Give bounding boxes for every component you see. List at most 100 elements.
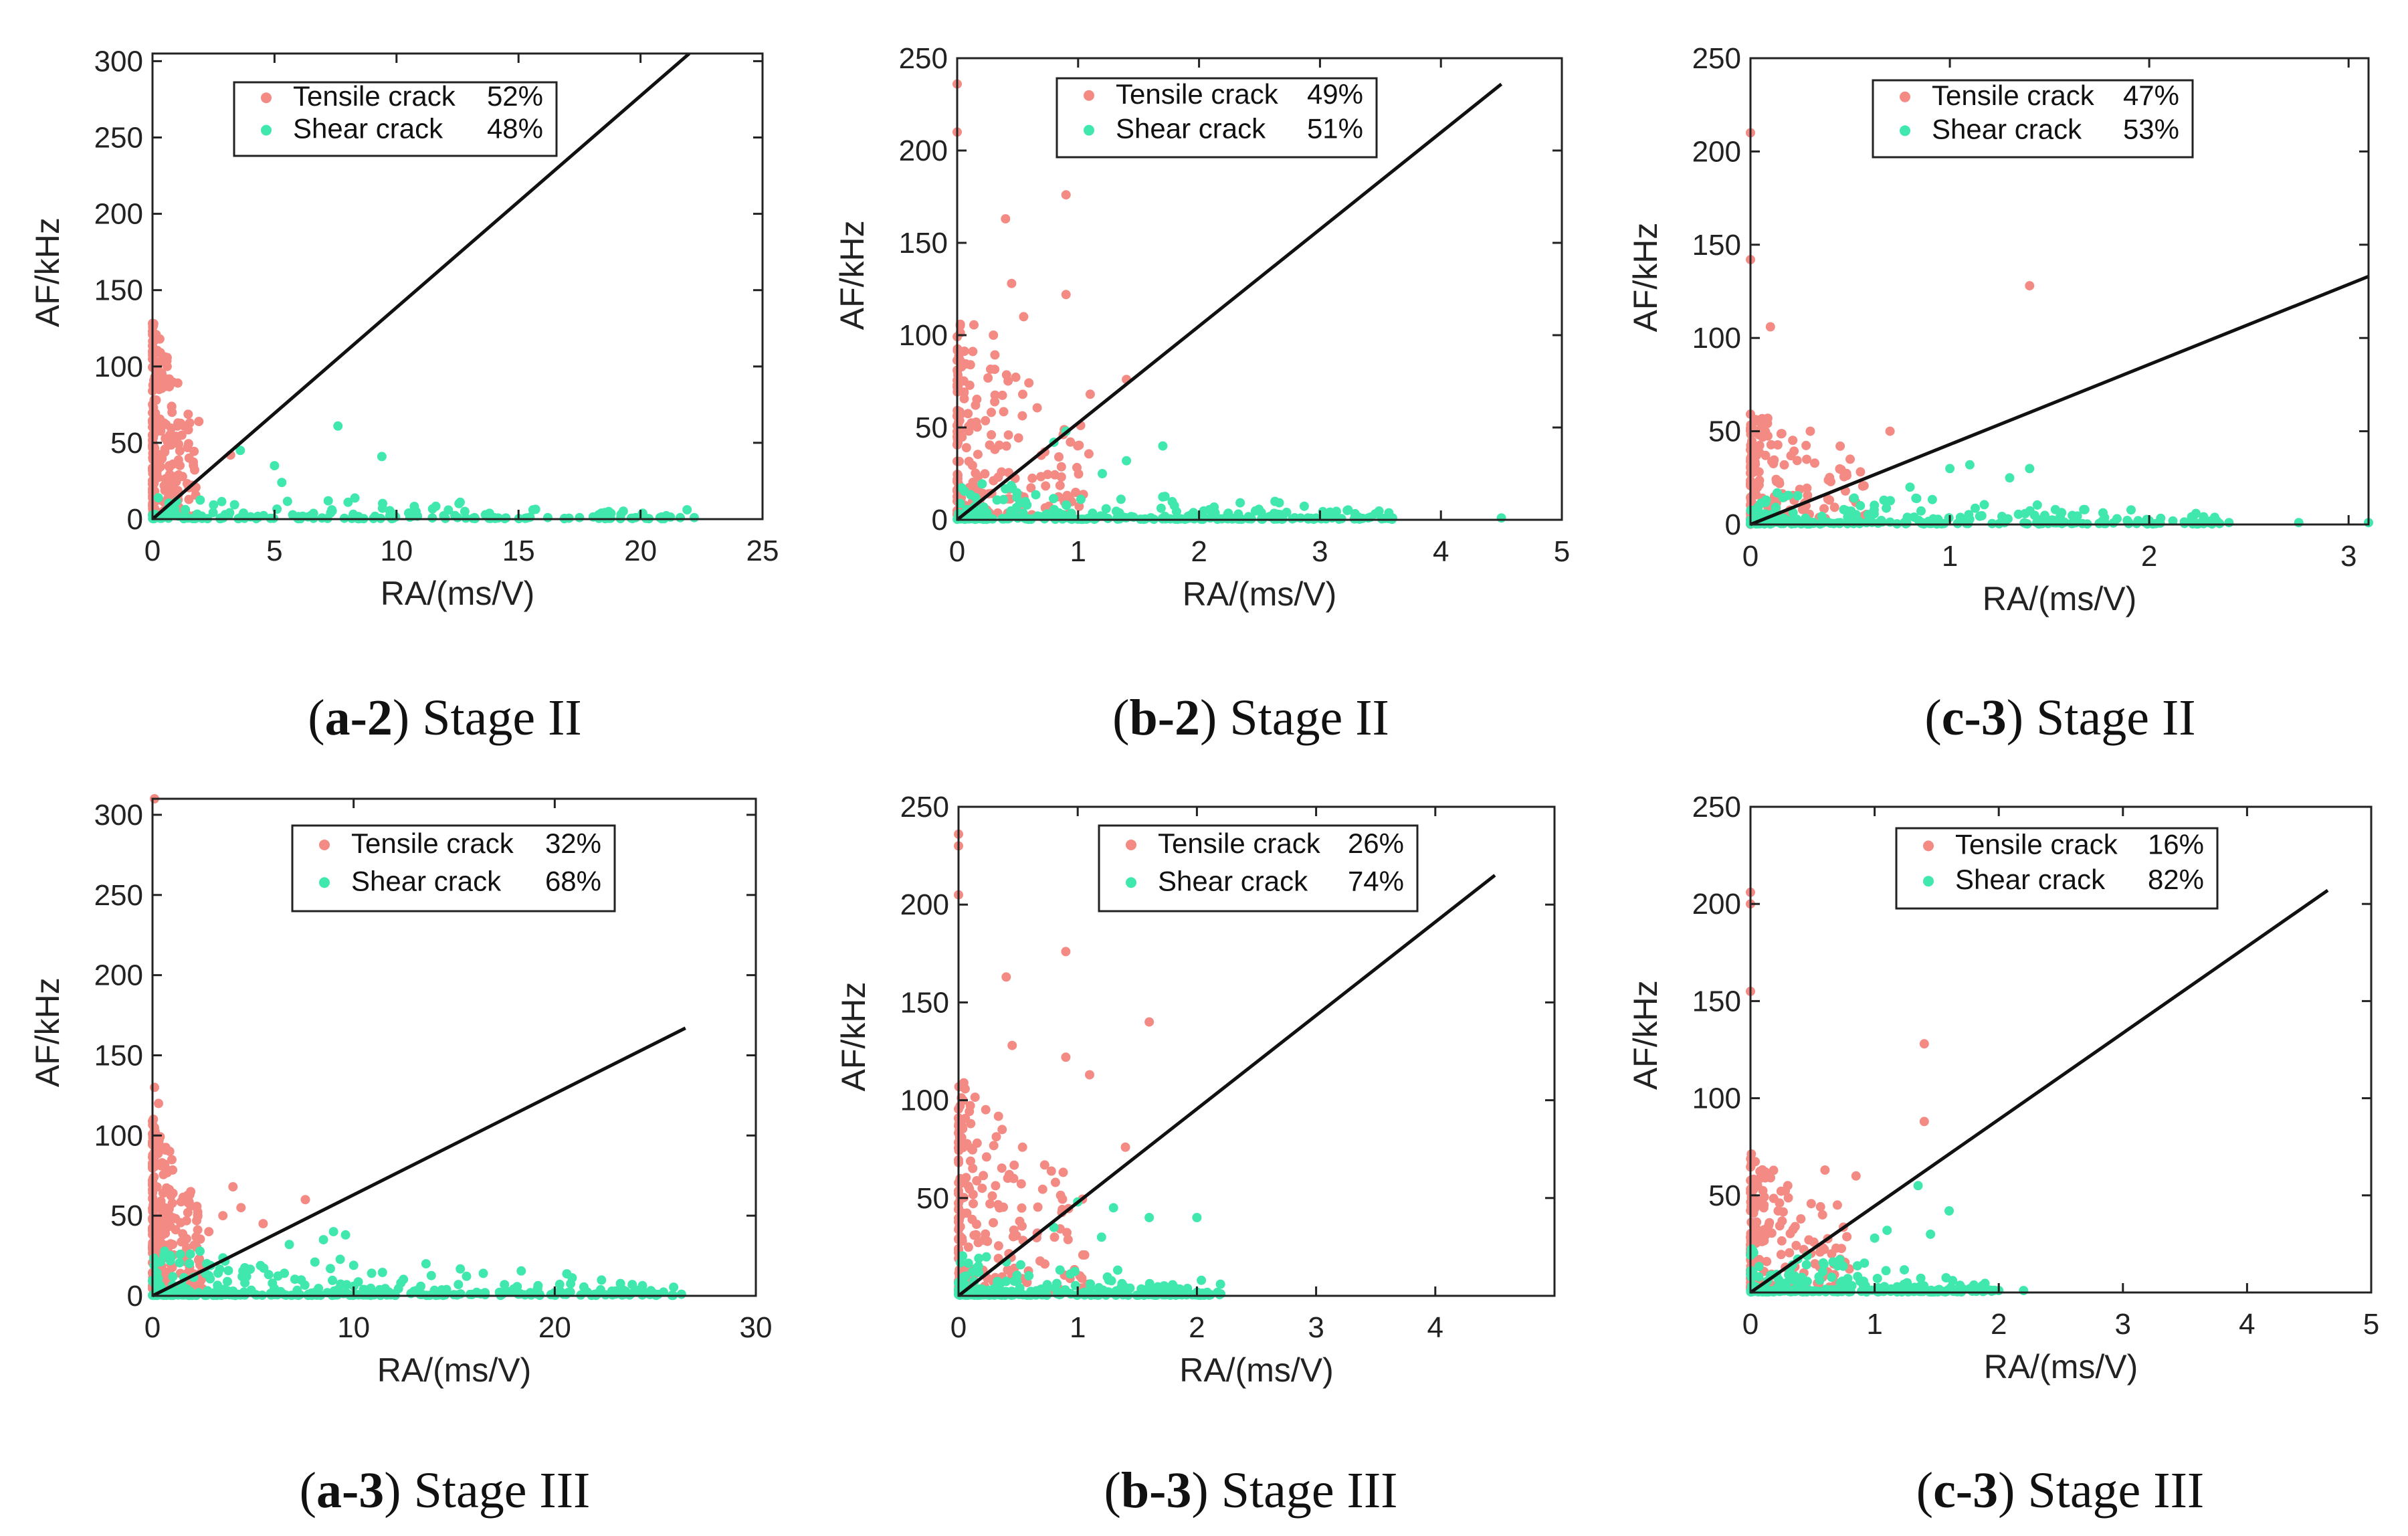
point-shear-136 [377, 1268, 387, 1277]
y-tick-label: 100 [94, 351, 143, 383]
point-tensile-160 [189, 446, 199, 456]
legend-percent-tensile: 16% [2148, 828, 2204, 860]
point-shear-191 [426, 1270, 436, 1280]
point-tensile-263 [186, 1187, 196, 1197]
point-shear-222 [2005, 473, 2015, 483]
point-tensile-106 [1772, 476, 1781, 486]
x-tick-label: 1 [1070, 535, 1086, 568]
y-tick-label: 100 [1692, 1082, 1741, 1115]
point-shear-37 [1156, 503, 1166, 513]
point-tensile-242 [168, 1188, 178, 1198]
point-shear-163 [270, 461, 280, 471]
point-shear-217 [1003, 1287, 1013, 1297]
plot-frame [151, 797, 757, 1297]
legend-marker-shear [319, 877, 330, 888]
point-shear-79 [1979, 500, 1989, 510]
point-tensile-173 [173, 421, 183, 431]
point-shear-218 [1752, 506, 1763, 516]
point-shear-196 [1815, 1275, 1825, 1285]
point-shear-233 [1192, 1213, 1202, 1222]
point-shear-188 [1049, 494, 1058, 504]
point-tensile-78 [193, 1255, 203, 1265]
point-shear-253 [516, 1266, 526, 1276]
point-shear-170 [489, 512, 499, 522]
series-tensile [148, 318, 235, 521]
point-tensile-115 [1817, 1210, 1827, 1220]
point-shear-198 [1859, 1282, 1868, 1292]
point-shear-211 [1833, 518, 1843, 528]
point-tensile-48 [990, 390, 1000, 400]
point-tensile-157 [1754, 476, 1765, 486]
point-tensile-205 [962, 1139, 972, 1149]
point-shear-320 [328, 1227, 338, 1237]
plot-frame [1749, 57, 2370, 526]
point-tensile-175 [1835, 441, 1845, 451]
y-tick-label: 250 [900, 791, 949, 824]
caption-panel-id: b-2 [1129, 690, 1201, 746]
point-shear-145 [225, 508, 235, 518]
point-tensile-162 [190, 465, 199, 475]
x-tick-label: 3 [2115, 1308, 2131, 1341]
legend-marker-tensile [319, 839, 330, 850]
point-tensile-37 [1837, 1244, 1846, 1254]
point-shear-227 [2224, 518, 2234, 528]
point-tensile-132 [997, 390, 1007, 400]
point-tensile-31 [979, 1171, 989, 1181]
point-tensile-184 [1919, 1117, 1929, 1127]
x-tick-label: 3 [2340, 540, 2356, 573]
chart-c-3-top: 0 1 2 3 0 50 100 150 200 250 RA/(ms/V) AF/kHz Tensil… [1627, 42, 2373, 617]
x-tick-label: 15 [502, 535, 535, 567]
y-tick-label: 300 [94, 45, 143, 78]
point-tensile-183 [1919, 1039, 1929, 1049]
point-shear-191 [1122, 1290, 1132, 1300]
plot-frame [956, 57, 1563, 521]
y-tick-label: 200 [899, 134, 948, 167]
point-tensile-85 [1759, 1200, 1769, 1210]
point-tensile-155 [193, 1225, 203, 1235]
series-tensile [148, 794, 310, 1298]
point-tensile-176 [1073, 441, 1083, 451]
point-shear-134 [1971, 503, 1980, 513]
point-shear-304 [270, 1284, 280, 1293]
legend: Tensile crack 49% Shear crack 51% [1056, 77, 1378, 159]
point-shear-134 [1197, 1275, 1207, 1285]
y-tick-label: 150 [94, 1039, 143, 1072]
point-shear-169 [470, 512, 480, 522]
point-tensile-67 [1054, 452, 1064, 462]
point-tensile-3 [1855, 467, 1866, 477]
point-shear-43 [1801, 1260, 1811, 1270]
point-shear-187 [1187, 1290, 1197, 1300]
point-tensile-39 [993, 1241, 1003, 1251]
point-shear-328 [620, 1289, 630, 1299]
point-tensile-78 [985, 1199, 995, 1209]
point-tensile-150 [1777, 429, 1787, 439]
point-tensile-114 [1839, 472, 1849, 482]
point-shear-165 [323, 496, 333, 506]
y-axis-label: AF/kHz [835, 982, 872, 1092]
point-tensile-67 [1815, 1202, 1825, 1212]
legend-marker-shear [1084, 124, 1094, 136]
point-shear-170 [1083, 513, 1093, 523]
point-shear-168 [453, 512, 462, 522]
point-tensile-176 [1885, 426, 1895, 436]
point-tensile-15 [1766, 440, 1776, 450]
point-shear-80 [1342, 506, 1352, 515]
point-shear-79 [427, 504, 437, 514]
point-shear-228 [2294, 518, 2304, 528]
x-tick-label: 2 [1991, 1308, 2007, 1341]
caption-stage: Stage II [2036, 690, 2196, 746]
point-shear-191 [2108, 518, 2118, 528]
point-shear-234 [1096, 1232, 1106, 1242]
point-shear-220 [1945, 464, 1955, 474]
point-shear-164 [277, 478, 287, 488]
point-shear-218 [1007, 484, 1017, 494]
separator-line [1750, 274, 2369, 526]
point-tensile-159 [959, 1078, 969, 1088]
caption-stage: Stage II [1229, 690, 1389, 746]
point-shear-244 [1098, 469, 1107, 478]
point-tensile-4 [987, 407, 996, 417]
y-tick-label: 0 [127, 1280, 143, 1313]
point-tensile-135 [1803, 490, 1813, 500]
point-tensile-157 [1791, 1240, 1801, 1250]
point-shear-64 [1113, 1265, 1122, 1275]
